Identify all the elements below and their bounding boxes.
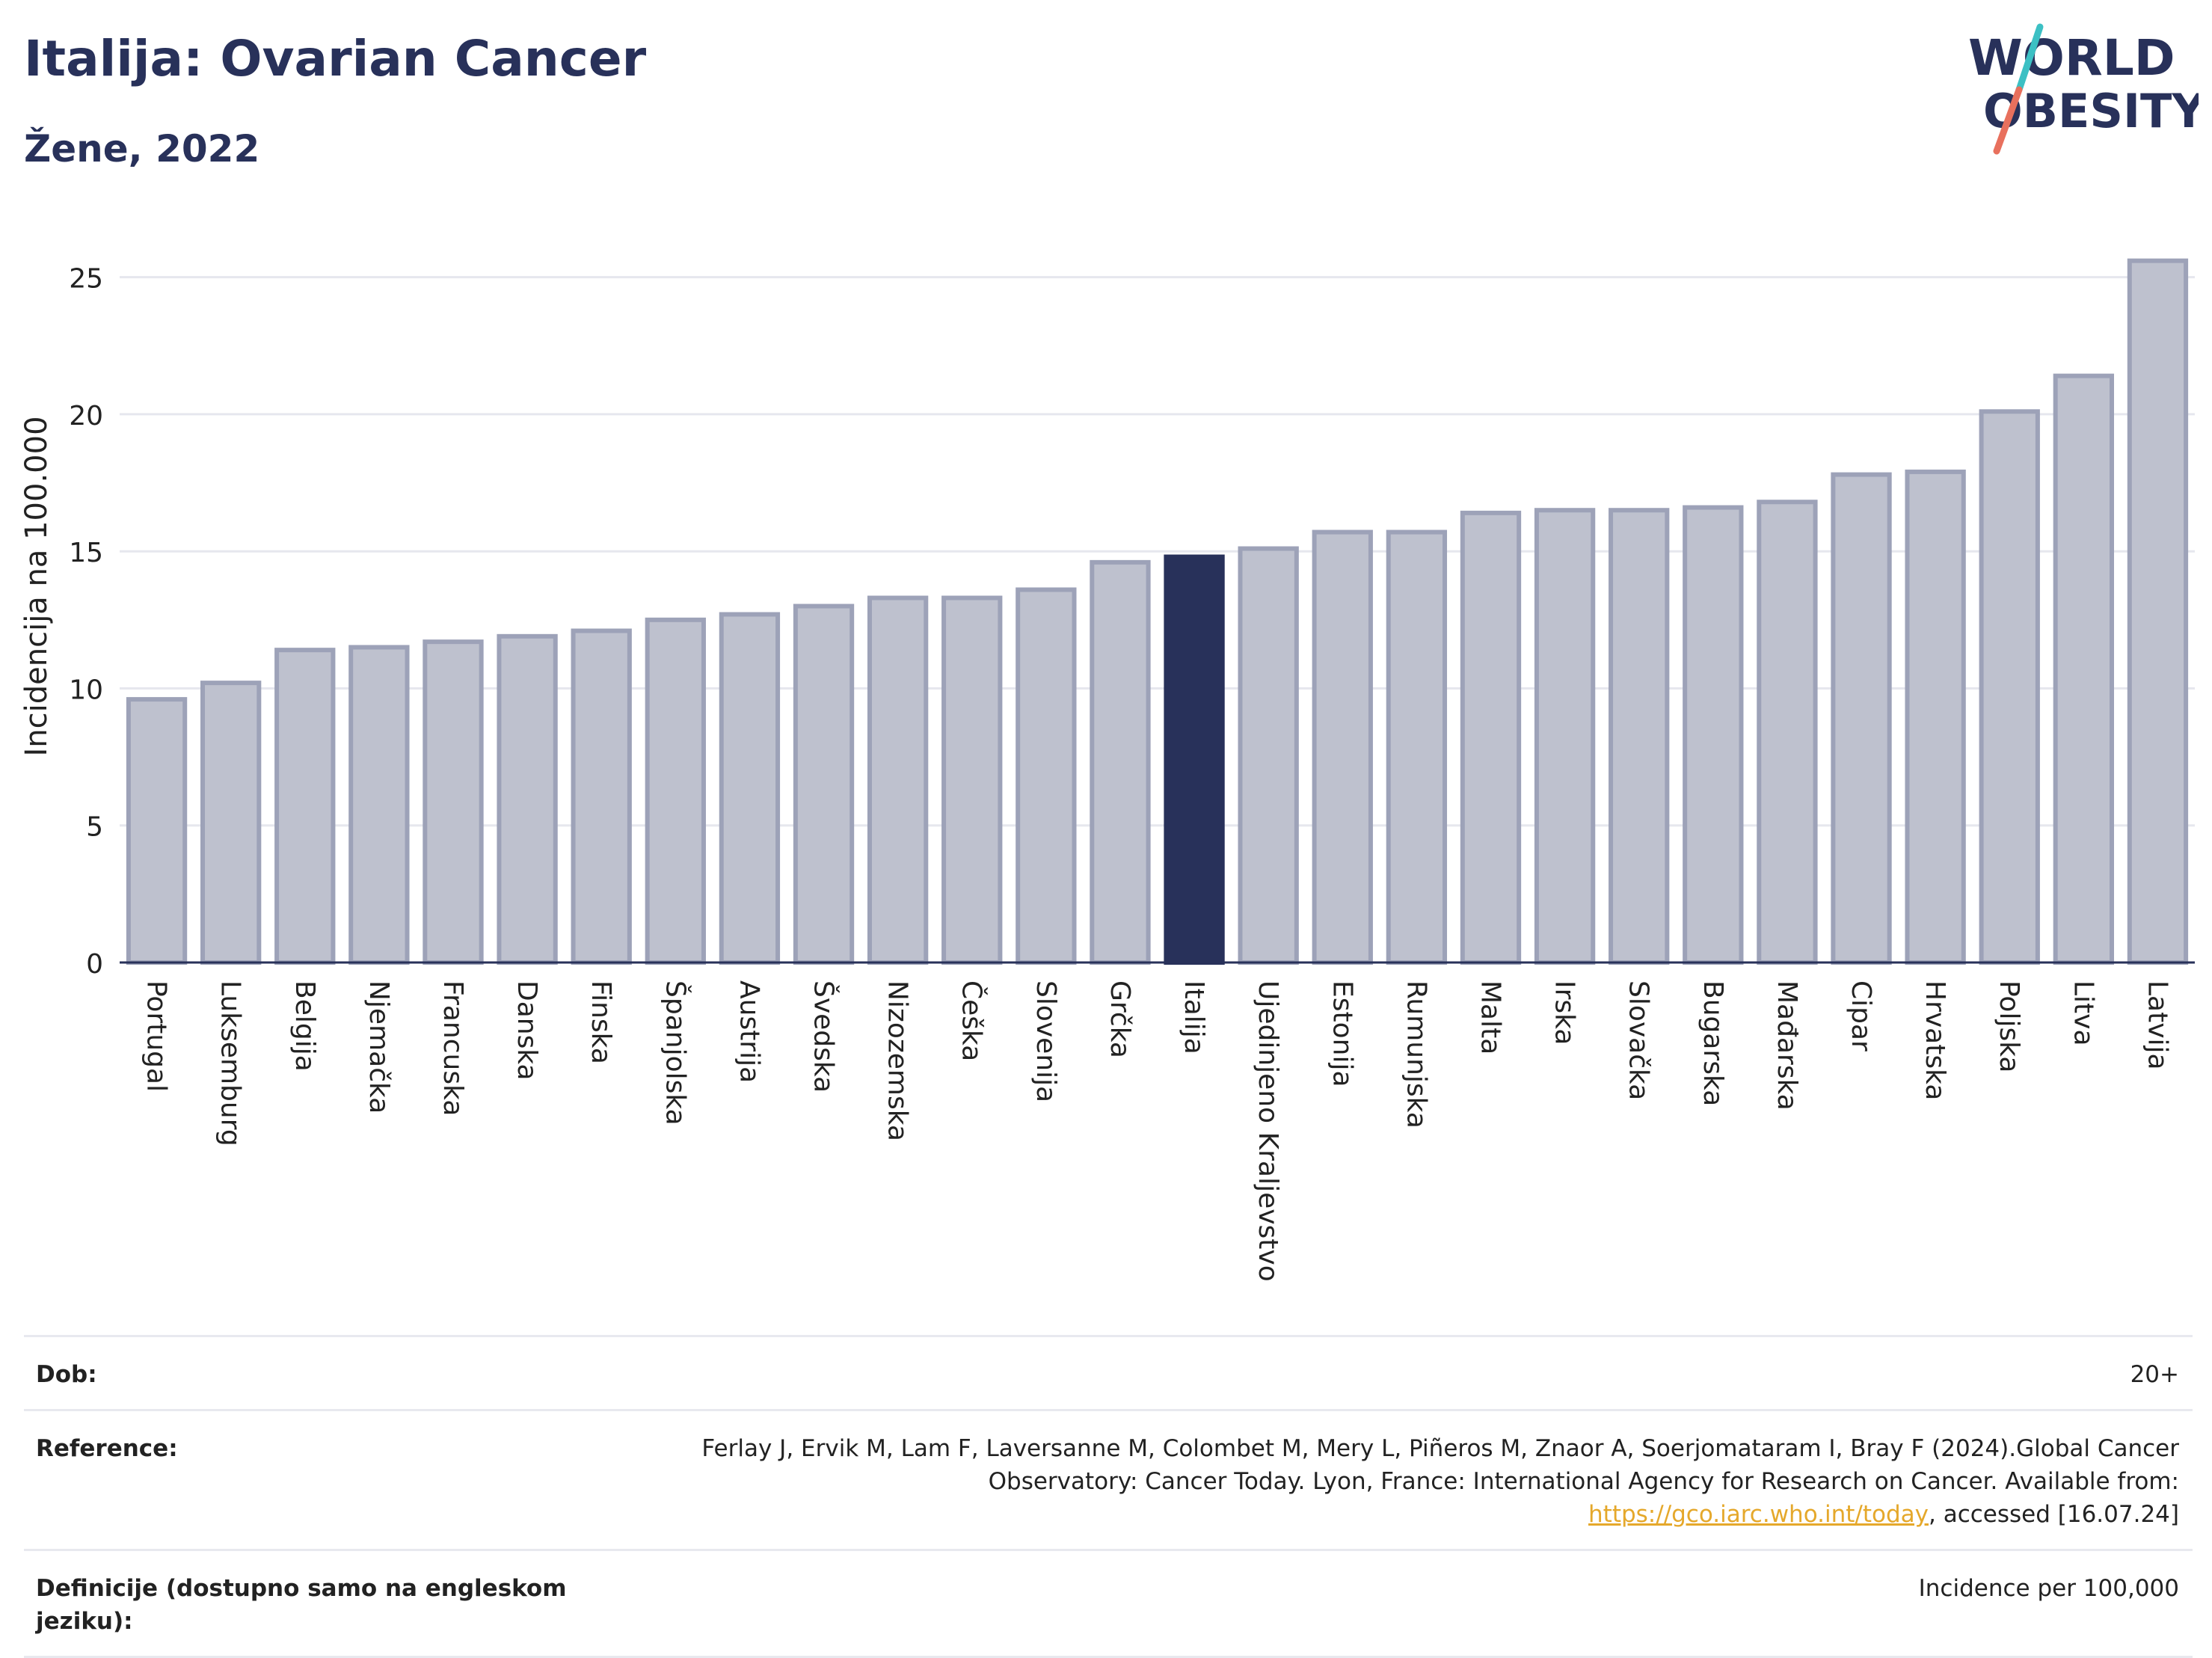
x-tick-label: Portugal — [141, 980, 172, 1092]
y-tick-label: 5 — [86, 812, 103, 843]
meta-label-definitions: Definicije (dostupno samo na engleskom j… — [36, 1575, 567, 1635]
bar — [719, 612, 781, 965]
x-tick-label: Cipar — [1846, 980, 1876, 1051]
x-tick-label: Poljska — [1994, 980, 2024, 1073]
reference-accessed: , accessed [16.07.24] — [1928, 1501, 2179, 1528]
logo-text-world: WORLD — [1968, 29, 2175, 87]
bar — [423, 639, 484, 965]
bar — [126, 697, 188, 965]
x-tick-label: Francuska — [437, 980, 468, 1116]
x-tick-label: Njemačka — [363, 980, 394, 1114]
x-tick-label: Bugarska — [1698, 980, 1728, 1106]
y-tick-label: 25 — [69, 264, 103, 295]
x-tick-label: Slovenija — [1030, 980, 1061, 1102]
bar — [571, 628, 632, 965]
bar — [1238, 546, 1299, 965]
bar — [645, 617, 706, 965]
bar — [348, 645, 410, 965]
bar-highlighted — [1164, 554, 1225, 965]
axes: 0 5 10 15 20 25 Portugal Luksemburg Belgija Njema… — [69, 264, 2195, 1282]
bar — [1312, 529, 1373, 965]
bar — [497, 633, 558, 965]
bar — [867, 595, 929, 965]
x-tick-label: Estonija — [1327, 980, 1357, 1087]
bar — [1386, 529, 1448, 965]
meta-value-definitions: Incidence per 100,000 — [1918, 1575, 2179, 1602]
meta-value-reference: Ferlay J, Ervik M, Lam F, Laversanne M, … — [646, 1432, 2179, 1531]
x-tick-label: Grčka — [1105, 980, 1135, 1058]
meta-row-reference: Reference: Ferlay J, Ervik M, Lam F, Lav… — [24, 1409, 2193, 1549]
bar-chart: 0 5 10 15 20 25 Portugal Luksemburg Belgija Njema… — [19, 258, 2195, 1282]
page-title: Italija: Ovarian Cancer — [24, 30, 647, 87]
x-tick-label: Irska — [1549, 980, 1580, 1045]
logo-slash-top — [2015, 23, 2044, 93]
bar — [1016, 587, 1077, 965]
x-tick-label: Češka — [956, 980, 988, 1061]
bar — [1831, 472, 1892, 965]
reference-link[interactable]: https://gco.iarc.who.int/today — [1588, 1501, 1929, 1528]
world-obesity-logo: WORLD OBESITY — [1968, 23, 2199, 155]
x-tick-label: Slovačka — [1623, 980, 1654, 1100]
x-tick-label: Nizozemska — [882, 980, 913, 1141]
reference-text: Ferlay J, Ervik M, Lam F, Laversanne M, … — [701, 1435, 2179, 1495]
logo-slash-bottom — [1993, 86, 2023, 155]
x-tick-label: Rumunjska — [1401, 980, 1431, 1129]
bar — [1757, 500, 1818, 965]
x-tick-label: Švedska — [808, 980, 840, 1093]
bar — [1460, 510, 1522, 965]
bar — [1534, 508, 1596, 965]
meta-label-reference: Reference: — [36, 1435, 178, 1462]
y-tick-label: 20 — [69, 401, 103, 432]
bar — [1683, 505, 1744, 965]
page-subtitle: Žene, 2022 — [24, 127, 260, 171]
bars — [126, 258, 2189, 965]
bar — [2127, 258, 2189, 965]
metadata-table: Dob: 20+ Reference: Ferlay J, Ervik M, L… — [24, 1335, 2193, 1658]
x-tick-label: Luksemburg — [215, 980, 246, 1146]
x-tick-label: Mađarska — [1772, 980, 1802, 1111]
bar — [1979, 409, 2040, 965]
y-tick-label: 15 — [69, 538, 103, 568]
x-tick-label: Italija — [1179, 980, 1209, 1054]
meta-value-age: 20+ — [2130, 1361, 2179, 1388]
bar — [1090, 559, 1151, 965]
bar — [1905, 469, 1966, 965]
x-tick-label: Latvija — [2142, 980, 2172, 1070]
x-tick-label: Belgija — [289, 980, 320, 1072]
x-tick-label: Ujedinjeno Kraljevstvo — [1253, 980, 1283, 1282]
bar — [941, 595, 1003, 965]
meta-label-age: Dob: — [36, 1361, 97, 1388]
bar — [793, 604, 855, 965]
y-tick-label: 10 — [69, 675, 103, 705]
x-tick-label: Danska — [511, 980, 542, 1081]
bar — [274, 648, 336, 965]
bar — [1609, 508, 1670, 965]
x-tick-label: Malta — [1475, 980, 1505, 1054]
x-tick-label: Hrvatska — [1920, 980, 1950, 1100]
y-tick-label: 0 — [86, 949, 103, 980]
y-axis-label: Incidencija na 100.000 — [19, 416, 54, 756]
meta-row-definitions: Definicije (dostupno samo na engleskom j… — [24, 1549, 2193, 1658]
x-tick-label: Austrija — [734, 980, 764, 1083]
x-tick-label: Finska — [586, 980, 616, 1064]
x-tick-label: Španjolska — [660, 980, 691, 1126]
bar — [2053, 373, 2114, 965]
bar — [200, 681, 262, 965]
meta-row-age: Dob: 20+ — [24, 1335, 2193, 1409]
x-tick-label: Litva — [2068, 980, 2098, 1046]
